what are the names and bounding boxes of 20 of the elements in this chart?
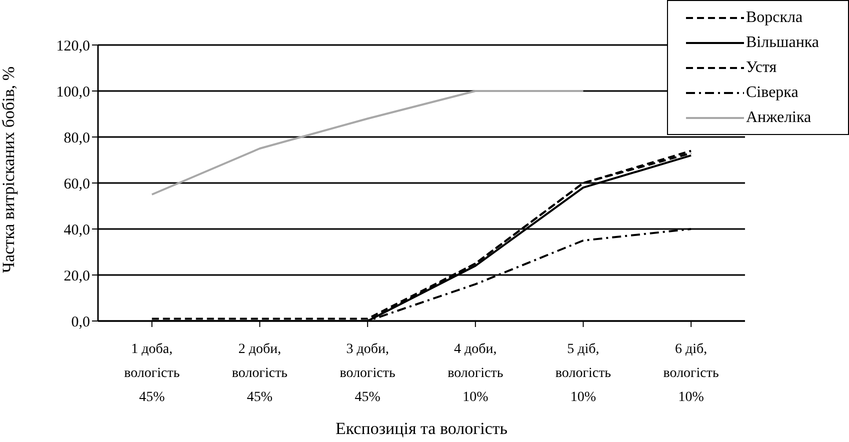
legend-label: Анжеліка — [746, 108, 812, 126]
y-axis-title: Частка витрісканих бобів, % — [0, 66, 18, 273]
legend-label: Ворскла — [746, 8, 803, 26]
x-tick-label: 1 доба, вологість 45% — [124, 342, 180, 405]
legend-label: Сіверка — [746, 84, 798, 102]
x-tick-label: 4 доби, вологість 10% — [448, 342, 504, 405]
x-tick-label: 2 доби, вологість 45% — [232, 342, 288, 405]
y-tick-label: 100,0 — [56, 84, 90, 100]
y-tick-label: 80,0 — [64, 130, 90, 146]
x-tick-label: 5 діб, вологість 10% — [555, 342, 612, 405]
legend-label: Вільшанка — [746, 34, 820, 52]
y-tick-label: 120,0 — [56, 38, 90, 54]
x-tick-label: 3 доби, вологість 45% — [340, 342, 396, 405]
y-tick-label: 0,0 — [71, 314, 90, 330]
y-tick-label: 20,0 — [64, 268, 90, 284]
y-tick-label: 40,0 — [64, 222, 90, 238]
x-axis-title: Експозиція та вологість — [335, 419, 508, 438]
x-tick-label: 6 діб, вологість 10% — [663, 342, 719, 405]
y-tick-label: 60,0 — [64, 176, 90, 192]
legend-label: Устя — [746, 58, 777, 76]
